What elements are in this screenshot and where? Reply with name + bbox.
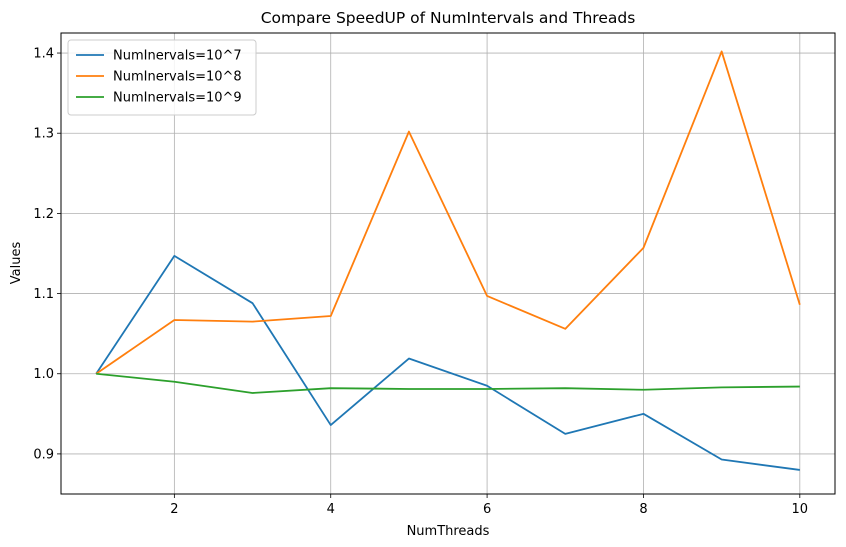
legend-label-2: NumInervals=10^8 bbox=[113, 70, 242, 85]
x-tick-label: 10 bbox=[792, 502, 809, 517]
series-line-2 bbox=[95, 50, 801, 375]
y-tick-label: 1.0 bbox=[33, 367, 54, 382]
x-axis-title: NumThreads bbox=[407, 524, 490, 539]
x-tick-label: 6 bbox=[483, 502, 491, 517]
x-tick-label: 2 bbox=[170, 502, 178, 517]
legend: NumInervals=10^7 NumInervals=10^8 NumInerv… bbox=[67, 39, 257, 116]
legend-box bbox=[67, 39, 257, 116]
y-axis-title: Values bbox=[9, 242, 24, 285]
y-tick-label: 1.3 bbox=[33, 127, 54, 142]
series-line-3 bbox=[96, 372, 800, 394]
y-tick-label: 1.2 bbox=[33, 207, 54, 222]
axis-ticks: 2 4 6 8 10 0.9 1.0 1.1 1.2 1.3 1.4 bbox=[33, 47, 808, 517]
chart-title: Compare SpeedUP of NumIntervals and Thre… bbox=[261, 9, 636, 27]
series-line-1 bbox=[95, 254, 800, 471]
x-tick-label: 4 bbox=[327, 502, 335, 517]
series-lines bbox=[95, 50, 801, 471]
legend-label-1: NumInervals=10^7 bbox=[113, 49, 242, 64]
plot-frame bbox=[60, 32, 836, 495]
x-tick-label: 8 bbox=[639, 502, 647, 517]
y-tick-label: 1.1 bbox=[33, 287, 54, 302]
y-tick-label: 1.4 bbox=[33, 47, 54, 62]
y-tick-label: 0.9 bbox=[33, 447, 54, 462]
legend-label-3: NumInervals=10^9 bbox=[113, 91, 242, 106]
